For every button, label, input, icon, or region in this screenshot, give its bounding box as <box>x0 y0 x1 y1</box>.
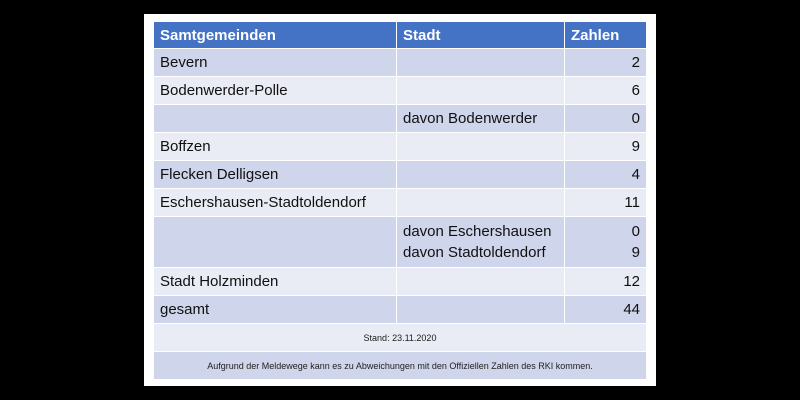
cell-stadt: davon Eschershausen davon Stadtoldendorf <box>396 216 565 268</box>
cell-gemeinde <box>153 216 397 268</box>
cell-gemeinde: Bodenwerder-Polle <box>153 76 397 105</box>
cell-zahl: 9 <box>564 132 647 161</box>
header-row: Samtgemeinden Stadt Zahlen <box>153 21 647 49</box>
cell-stadt <box>396 76 565 105</box>
case-table: Samtgemeinden Stadt Zahlen Bevern 2 Bode… <box>153 21 647 380</box>
stand-row: Stand: 23.11.2020 <box>153 323 647 352</box>
cell-stadt <box>396 48 565 77</box>
header-stadt: Stadt <box>396 21 565 49</box>
cell-stadt <box>396 295 565 324</box>
cell-stadt <box>396 188 565 217</box>
stand-text: Stand: 23.11.2020 <box>153 323 647 352</box>
cell-gemeinde: Flecken Delligsen <box>153 160 397 189</box>
table-row: Bodenwerder-Polle 6 <box>153 76 647 105</box>
table-row: Boffzen 9 <box>153 132 647 161</box>
hinweis-text: Aufgrund der Meldewege kann es zu Abweic… <box>153 351 647 380</box>
cell-stadt <box>396 267 565 296</box>
cell-stadt: davon Bodenwerder <box>396 104 565 133</box>
cell-zahl: 0 <box>564 104 647 133</box>
cell-zahl: 44 <box>564 295 647 324</box>
table-row-total: gesamt 44 <box>153 295 647 324</box>
cell-zahl-line: 9 <box>631 244 640 261</box>
table-row: Bevern 2 <box>153 48 647 77</box>
cell-zahl: 0 9 <box>564 216 647 268</box>
cell-zahl: 11 <box>564 188 647 217</box>
cell-stadt <box>396 132 565 161</box>
table-row: davon Eschershausen davon Stadtoldendorf… <box>153 216 647 268</box>
cell-gemeinde: Eschershausen-Stadtoldendorf <box>153 188 397 217</box>
table-row: Flecken Delligsen 4 <box>153 160 647 189</box>
cell-gemeinde: Bevern <box>153 48 397 77</box>
cell-zahl: 2 <box>564 48 647 77</box>
hinweis-row: Aufgrund der Meldewege kann es zu Abweic… <box>153 351 647 380</box>
cell-gemeinde: Stadt Holzminden <box>153 267 397 296</box>
cell-stadt-line: davon Stadtoldendorf <box>403 244 546 261</box>
slide: Samtgemeinden Stadt Zahlen Bevern 2 Bode… <box>144 14 656 386</box>
cell-stadt-line: davon Eschershausen <box>403 223 552 240</box>
table-row: davon Bodenwerder 0 <box>153 104 647 133</box>
cell-stadt <box>396 160 565 189</box>
table-row: Stadt Holzminden 12 <box>153 267 647 296</box>
cell-gemeinde: Boffzen <box>153 132 397 161</box>
cell-zahl: 12 <box>564 267 647 296</box>
header-zahlen: Zahlen <box>564 21 647 49</box>
table-row: Eschershausen-Stadtoldendorf 11 <box>153 188 647 217</box>
cell-gemeinde <box>153 104 397 133</box>
header-samtgemeinden: Samtgemeinden <box>153 21 397 49</box>
cell-zahl: 4 <box>564 160 647 189</box>
cell-gemeinde: gesamt <box>153 295 397 324</box>
cell-zahl: 6 <box>564 76 647 105</box>
cell-zahl-line: 0 <box>631 223 640 240</box>
